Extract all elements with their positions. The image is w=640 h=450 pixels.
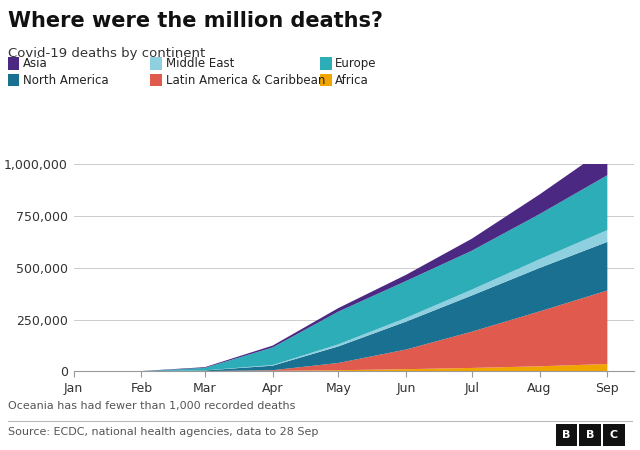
Text: Where were the million deaths?: Where were the million deaths? xyxy=(8,11,383,31)
Text: B: B xyxy=(562,430,571,440)
Text: B: B xyxy=(586,430,595,440)
Text: Oceania has had fewer than 1,000 recorded deaths: Oceania has had fewer than 1,000 recorde… xyxy=(8,401,295,411)
Text: Africa: Africa xyxy=(335,74,369,86)
Text: Latin America & Caribbean: Latin America & Caribbean xyxy=(166,74,325,86)
Text: Covid-19 deaths by continent: Covid-19 deaths by continent xyxy=(8,47,205,60)
Text: Asia: Asia xyxy=(23,57,48,70)
Text: C: C xyxy=(610,430,618,440)
Text: Source: ECDC, national health agencies, data to 28 Sep: Source: ECDC, national health agencies, … xyxy=(8,427,318,436)
Text: Europe: Europe xyxy=(335,57,377,70)
Text: Middle East: Middle East xyxy=(166,57,234,70)
Text: North America: North America xyxy=(23,74,109,86)
